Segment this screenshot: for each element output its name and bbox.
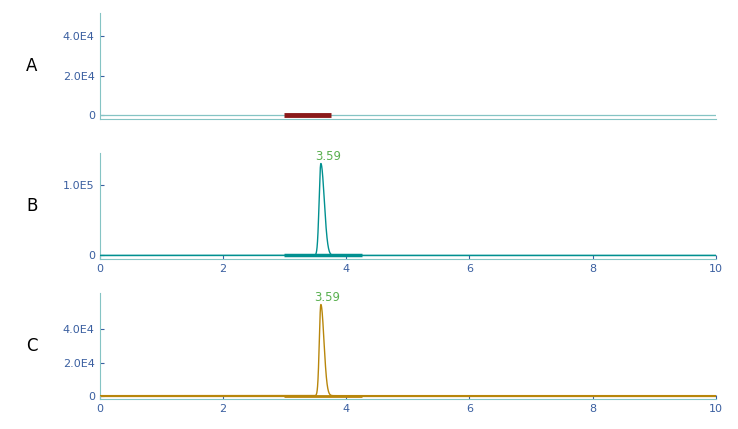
Text: 3.59: 3.59	[314, 291, 340, 304]
Text: A: A	[26, 57, 38, 75]
Text: 3.59: 3.59	[315, 150, 341, 163]
Text: C: C	[26, 337, 38, 355]
Text: B: B	[26, 197, 38, 215]
